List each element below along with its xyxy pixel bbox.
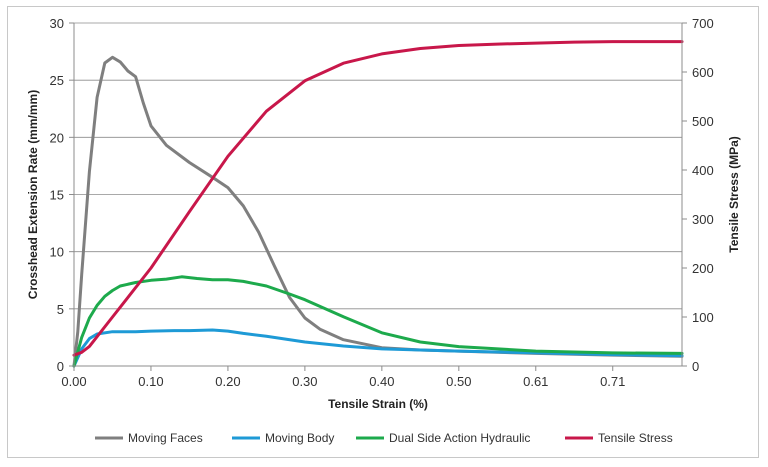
y2-tick-label: 200 bbox=[692, 261, 714, 276]
x-tick-label: 0.30 bbox=[292, 374, 317, 389]
y-tick-label: 25 bbox=[50, 73, 64, 88]
series-layer bbox=[72, 40, 684, 368]
y2-tick-label: 700 bbox=[692, 16, 714, 31]
x-tick-label: 0.10 bbox=[138, 374, 163, 389]
axis-layer: 0.00 0.10 0.20 0.30 0.40 0.50 0.61 0.71 0 5 10 15 20… bbox=[50, 16, 714, 389]
y2-tick-label: 400 bbox=[692, 163, 714, 178]
y2-tick-label: 600 bbox=[692, 65, 714, 80]
series-line-tensile-stress bbox=[72, 40, 684, 357]
legend-label-tensile-stress: Tensile Stress bbox=[598, 431, 673, 445]
series-line-dual-side-action-hydraulic bbox=[72, 275, 684, 368]
x-tick-label: 0.00 bbox=[61, 374, 86, 389]
y-tick-label: 20 bbox=[50, 130, 64, 145]
x-tick-label: 0.71 bbox=[600, 374, 625, 389]
legend-label-moving-faces: Moving Faces bbox=[128, 431, 203, 445]
x-axis-title: Tensile Strain (%) bbox=[328, 397, 428, 411]
legend: Moving Faces Moving Body Dual Side Action … bbox=[95, 431, 673, 445]
y2-tick-label: 500 bbox=[692, 114, 714, 129]
y-tick-label: 15 bbox=[50, 188, 64, 203]
legend-label-dual-side-action-hydraulic: Dual Side Action Hydraulic bbox=[389, 431, 530, 445]
chart-frame bbox=[7, 6, 759, 458]
y2-tick-label: 0 bbox=[692, 359, 699, 374]
y2-tick-label: 100 bbox=[692, 310, 714, 325]
y-tick-label: 10 bbox=[50, 245, 64, 260]
y-axis-title: Crosshead Extension Rate (mm/mm) bbox=[26, 90, 40, 299]
y-tick-label: 5 bbox=[57, 302, 64, 317]
x-tick-label: 0.40 bbox=[369, 374, 394, 389]
y2-axis-title: Tensile Stress (MPa) bbox=[727, 136, 741, 252]
y-tick-label: 0 bbox=[57, 359, 64, 374]
series-line-moving-body bbox=[72, 328, 684, 368]
legend-label-moving-body: Moving Body bbox=[265, 431, 334, 445]
series-line-moving-faces bbox=[72, 55, 684, 368]
x-tick-label: 0.61 bbox=[523, 374, 548, 389]
y-tick-label: 30 bbox=[50, 16, 64, 31]
grid-layer bbox=[74, 22, 682, 310]
x-tick-label: 0.50 bbox=[446, 374, 471, 389]
x-tick-label: 0.20 bbox=[215, 374, 240, 389]
y2-tick-label: 300 bbox=[692, 212, 714, 227]
